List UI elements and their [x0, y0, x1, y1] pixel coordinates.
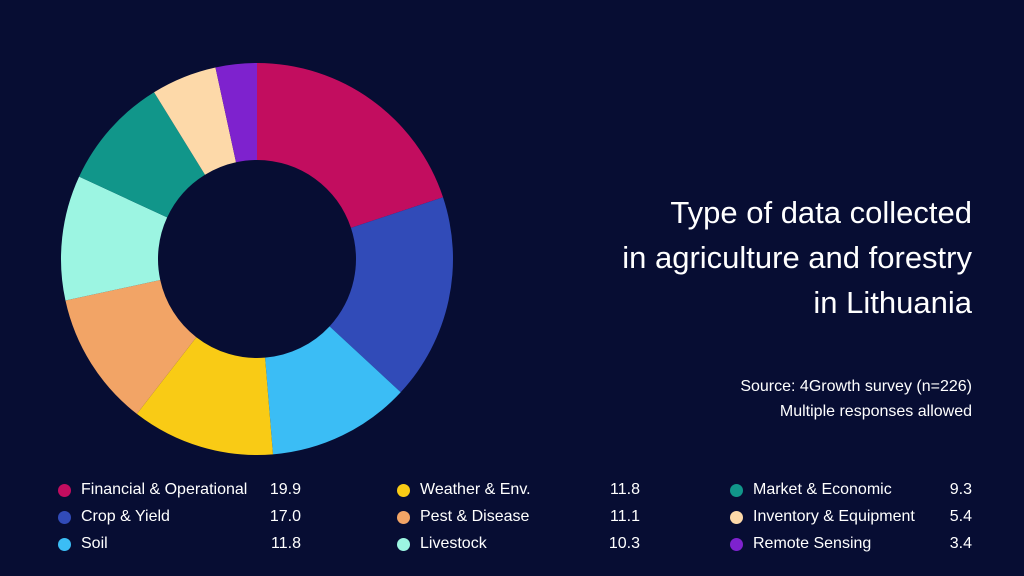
- legend-swatch: [397, 483, 410, 497]
- legend-label: Inventory & Equipment: [753, 508, 915, 525]
- donut-slice: [136, 337, 273, 455]
- source-note: Source: 4Growth survey (n=226) Multiple …: [740, 374, 972, 424]
- legend-item: Inventory & Equipment 5.4: [730, 506, 972, 528]
- source-line: Multiple responses allowed: [779, 403, 972, 420]
- legend-label: Soil: [81, 535, 108, 552]
- legend-label: Crop & Yield: [81, 508, 170, 525]
- legend-label: Livestock: [420, 535, 487, 552]
- title-line: in agriculture and forestry: [622, 240, 972, 275]
- legend-swatch: [58, 483, 71, 497]
- legend-value: 10.3: [608, 535, 640, 552]
- legend-label: Pest & Disease: [420, 508, 530, 525]
- legend-swatch: [58, 537, 71, 551]
- donut-slice: [265, 326, 401, 455]
- donut-chart: [60, 63, 453, 455]
- legend-value: 17.0: [269, 508, 301, 525]
- legend-value: 5.4: [949, 508, 972, 525]
- legend-label: Weather & Env.: [420, 481, 531, 498]
- donut-slice: [79, 92, 206, 218]
- legend-item: Remote Sensing 3.4: [730, 533, 972, 555]
- legend-item: Livestock 10.3: [397, 533, 640, 555]
- legend-item: Financial & Operational 19.9: [58, 479, 301, 501]
- donut-slice: [257, 63, 444, 228]
- legend-swatch: [397, 510, 410, 524]
- donut-slice: [215, 63, 257, 163]
- legend-item: Soil 11.8: [58, 533, 301, 555]
- chart-title: Type of data collected in agriculture an…: [622, 190, 972, 325]
- source-line: Source: 4Growth survey (n=226): [740, 378, 972, 395]
- donut-slice: [154, 67, 237, 175]
- legend-label: Remote Sensing: [753, 535, 872, 552]
- legend-value: 11.1: [610, 508, 640, 525]
- legend-item: Market & Economic 9.3: [730, 479, 972, 501]
- legend-value: 11.8: [271, 535, 301, 552]
- legend-value: 9.3: [949, 481, 972, 498]
- legend-item: Pest & Disease 11.1: [397, 506, 640, 528]
- legend-swatch: [58, 510, 71, 524]
- legend-value: 11.8: [610, 481, 640, 498]
- donut-slice: [329, 197, 453, 393]
- legend-value: 3.4: [949, 535, 972, 552]
- legend-label: Financial & Operational: [81, 481, 248, 498]
- legend-swatch: [397, 537, 410, 551]
- legend-value: 19.9: [269, 481, 301, 498]
- donut-slice: [65, 279, 197, 414]
- title-line: in Lithuania: [813, 285, 972, 320]
- legend-item: Weather & Env. 11.8: [397, 479, 640, 501]
- title-line: Type of data collected: [670, 195, 972, 230]
- donut-slice: [60, 176, 168, 301]
- legend-label: Market & Economic: [753, 481, 892, 498]
- legend-swatch: [730, 537, 743, 551]
- legend-item: Crop & Yield 17.0: [58, 506, 301, 528]
- legend-swatch: [730, 510, 743, 524]
- legend-swatch: [730, 483, 743, 497]
